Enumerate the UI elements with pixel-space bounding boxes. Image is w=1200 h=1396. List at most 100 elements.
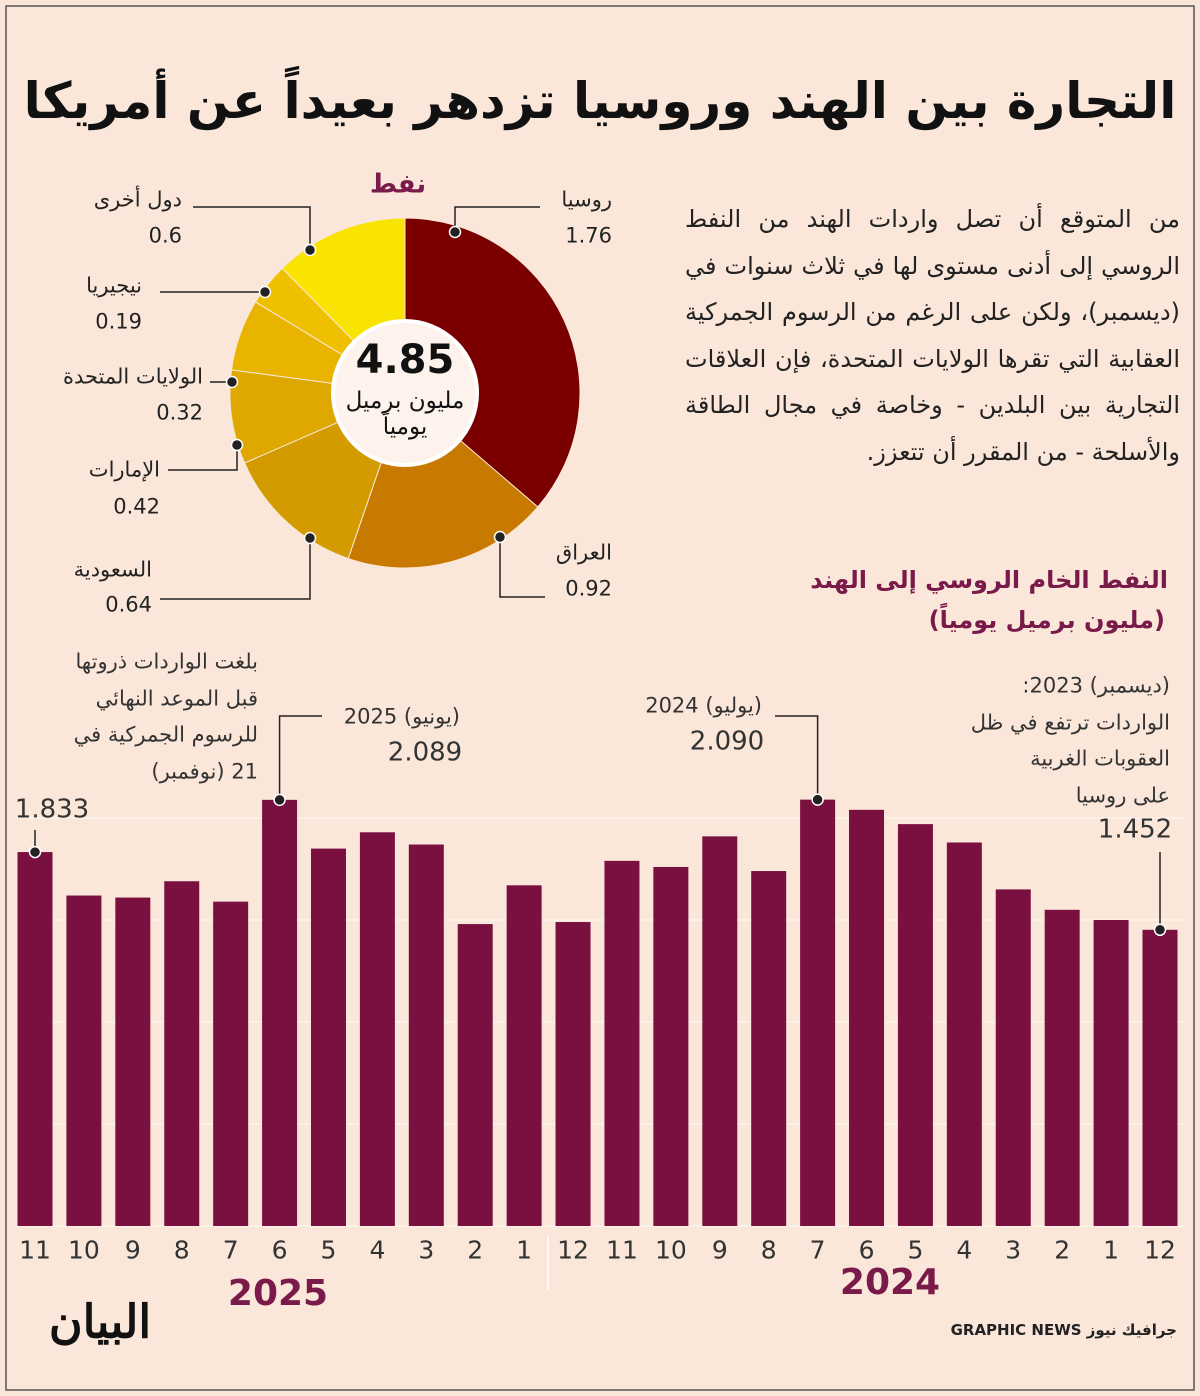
bar — [751, 871, 787, 1226]
x-tick-label: 11 — [19, 1235, 51, 1265]
leader-dot — [811, 793, 824, 806]
bar — [506, 885, 542, 1226]
leader-dot — [230, 438, 244, 452]
bar — [359, 832, 395, 1226]
x-tick-label: 5 — [907, 1235, 924, 1265]
credit: GRAPHIC NEWS جرافيك نيوز — [950, 1320, 1177, 1339]
leader-dot — [448, 225, 462, 239]
data-label: 0.42 — [113, 494, 160, 519]
x-tick-label: 10 — [654, 1235, 687, 1265]
x-tick-label: 12 — [1144, 1235, 1176, 1265]
annotation: قبل الموعد النهائي — [95, 685, 258, 710]
annotation: بلغت الواردات ذروتها — [75, 649, 258, 674]
x-tick-label: 4 — [956, 1235, 973, 1265]
data-label: 1.76 — [565, 223, 612, 248]
x-tick-label: 12 — [557, 1235, 589, 1265]
x-tick-label: 3 — [418, 1235, 435, 1265]
bar — [1093, 920, 1129, 1226]
x-tick-label: 3 — [1005, 1235, 1022, 1265]
donut-center-label: مليون برميل يومياً — [345, 388, 465, 440]
bar — [408, 844, 444, 1226]
annotation: (يوليو) 2024 — [645, 693, 762, 718]
body-text: من المتوقع أن تصل واردات الهند من النفط … — [685, 205, 1180, 466]
x-tick-label: 7 — [809, 1235, 826, 1265]
annotation: الواردات ترتفع في ظل — [970, 709, 1170, 734]
bar — [1142, 929, 1178, 1226]
annotation: (ديسمبر) 2023: — [1022, 673, 1170, 698]
leader-line — [168, 445, 238, 471]
bar — [310, 848, 346, 1226]
bar — [555, 922, 591, 1226]
bar — [604, 860, 640, 1226]
year-label: 2025 — [227, 1273, 329, 1315]
bar — [164, 881, 200, 1226]
bar — [653, 866, 689, 1226]
bar-chart-title: النفط الخام الروسي إلى الهند — [810, 565, 1168, 594]
data-label: 0.32 — [156, 400, 203, 425]
legend-label: الإمارات — [88, 457, 160, 482]
bar — [262, 799, 298, 1226]
legend-label: روسيا — [561, 187, 612, 212]
leader-line — [278, 715, 322, 800]
legend-label: السعودية — [73, 557, 152, 582]
x-tick-label: 4 — [369, 1235, 386, 1265]
x-tick-label: 2 — [1054, 1235, 1071, 1265]
legend-label: الولايات المتحدة — [62, 364, 203, 389]
donut-hole — [331, 319, 479, 467]
legend-label: دول أخرى — [93, 187, 182, 212]
x-tick-label: 2 — [467, 1235, 484, 1265]
year-label: 2024 — [839, 1262, 941, 1304]
data-label: 2.090 — [689, 726, 765, 757]
x-tick-label: 10 — [68, 1235, 100, 1265]
x-tick-label: 9 — [711, 1235, 728, 1265]
leader-dot — [303, 531, 317, 545]
data-label: 0.19 — [95, 309, 142, 334]
data-label: 0.64 — [105, 592, 152, 617]
logo: البيان — [48, 1294, 152, 1349]
annotation: للرسوم الجمركية في — [73, 722, 258, 747]
x-tick-label: 8 — [173, 1235, 190, 1265]
leader-dot — [258, 285, 272, 299]
leader-dot — [1153, 923, 1167, 937]
legend-label: نيجيريا — [86, 273, 142, 298]
page-title: التجارة بين الهند وروسيا تزدهر بعيداً عن… — [23, 72, 1177, 130]
leader-dot — [303, 243, 317, 257]
x-tick-label: 7 — [222, 1235, 239, 1265]
bar — [946, 842, 982, 1226]
leader-line — [454, 206, 540, 232]
x-tick-label: 1 — [1103, 1235, 1120, 1265]
bar — [702, 836, 738, 1226]
data-label: 1.833 — [14, 794, 90, 825]
x-tick-label: 5 — [320, 1235, 337, 1265]
frame — [5, 5, 1195, 1391]
bar — [995, 889, 1031, 1226]
leader-dot — [28, 845, 42, 859]
x-tick-label: 1 — [516, 1235, 533, 1265]
donut-title: نفط — [369, 169, 427, 200]
donut-total: 4.85 — [355, 337, 455, 383]
bar — [66, 895, 102, 1226]
x-tick-label: 6 — [271, 1235, 288, 1265]
x-tick-label: 9 — [124, 1235, 141, 1265]
x-tick-label: 6 — [858, 1235, 875, 1265]
legend-label: العراق — [555, 540, 612, 565]
leader-dot — [273, 793, 286, 807]
bar — [800, 799, 836, 1226]
data-label: 0.6 — [148, 223, 182, 248]
data-label: 2.089 — [387, 737, 463, 768]
bar — [1044, 909, 1080, 1226]
bar — [115, 897, 151, 1226]
x-tick-label: 8 — [760, 1235, 777, 1265]
annotation: 21 (نوفمبر) — [151, 758, 258, 783]
leader-line — [499, 537, 545, 598]
leader-dot — [493, 530, 507, 544]
annotation: العقوبات الغربية — [1030, 746, 1170, 771]
bar — [17, 852, 53, 1226]
leader-dot — [225, 375, 239, 389]
leader-line — [775, 715, 819, 800]
annotation: على روسيا — [1075, 782, 1170, 807]
x-tick-label: 11 — [606, 1235, 638, 1265]
